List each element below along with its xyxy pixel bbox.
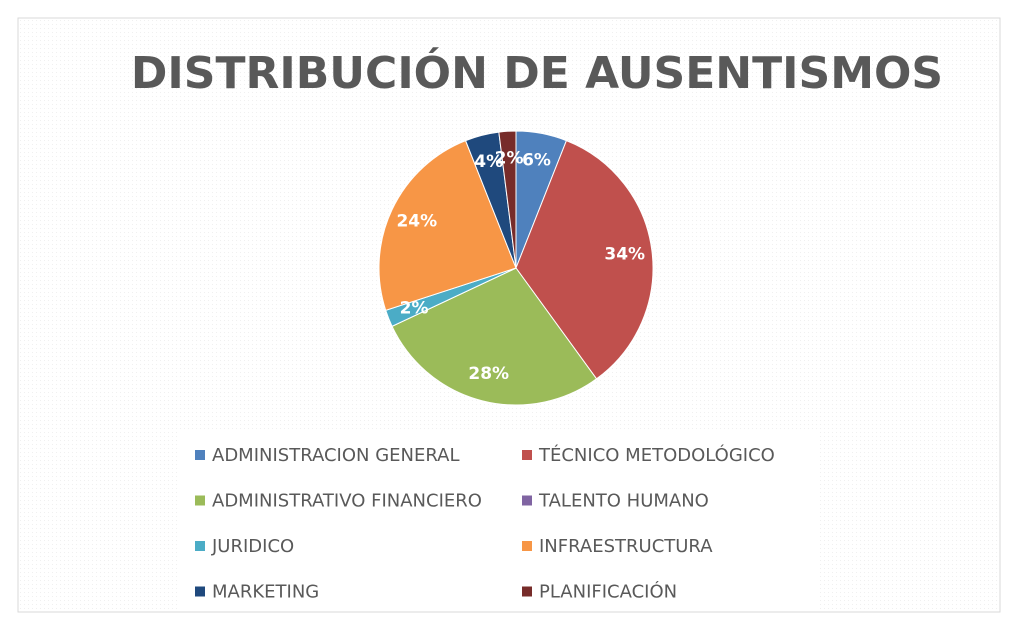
data-label: 24% bbox=[396, 211, 437, 231]
data-label: 34% bbox=[604, 244, 645, 264]
legend-box bbox=[180, 432, 820, 610]
pie-slice bbox=[378, 139, 517, 311]
legend-label: TALENTO HUMANO bbox=[538, 491, 709, 512]
legend-marker bbox=[195, 541, 205, 551]
pie-slice bbox=[515, 139, 654, 380]
legend-marker bbox=[195, 586, 205, 597]
data-label: 2% bbox=[495, 149, 524, 169]
legend-label: ADMINISTRATIVO FINANCIERO bbox=[212, 491, 482, 512]
legend-label: PLANIFICACIÓN bbox=[539, 581, 677, 603]
pie-slice bbox=[498, 130, 517, 269]
legend-label: TÉCNICO METODOLÓGICO bbox=[538, 444, 775, 466]
legend-marker bbox=[522, 495, 532, 506]
legend-marker bbox=[522, 450, 532, 460]
legend-label: JURIDICO bbox=[211, 536, 294, 557]
data-label: 2% bbox=[400, 298, 429, 318]
legend-marker bbox=[522, 586, 532, 597]
data-label: 28% bbox=[468, 364, 509, 384]
legend-marker bbox=[195, 450, 205, 460]
legend-label: MARKETING bbox=[212, 582, 319, 603]
legend-label: INFRAESTRUCTURA bbox=[539, 536, 713, 557]
data-label: 6% bbox=[522, 150, 551, 170]
data-label: 4% bbox=[474, 152, 503, 172]
legend-marker bbox=[195, 495, 205, 506]
pie-slice bbox=[391, 267, 598, 406]
chart-title: DISTRIBUCIÓN DE AUSENTISMOS bbox=[131, 46, 943, 99]
legend-marker bbox=[522, 541, 532, 551]
legend-label: ADMINISTRACION GENERAL bbox=[212, 445, 460, 466]
